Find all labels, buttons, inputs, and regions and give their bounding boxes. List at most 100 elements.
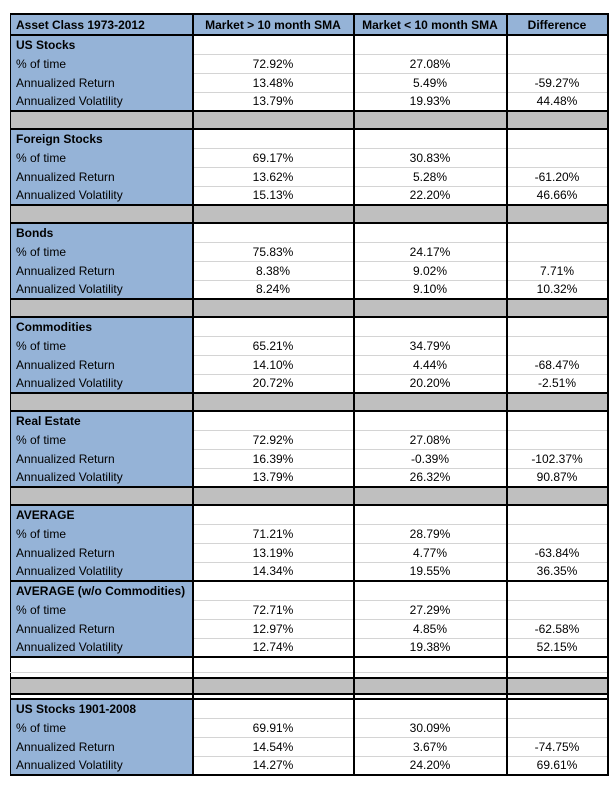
row-label-cell: Annualized Volatility [10, 280, 194, 300]
data-row: % of time 69.91% 30.09% [10, 717, 609, 737]
spacer-cell [353, 672, 508, 678]
value-cell: 16.39% [192, 448, 355, 468]
value-cell [506, 717, 609, 737]
row-label-cell: % of time [10, 54, 194, 73]
header-row: Asset Class 1973-2012 Market > 10 month … [10, 13, 609, 36]
separator-cell [10, 110, 194, 130]
data-row: % of time 72.92% 27.08% [10, 429, 609, 449]
separator-cell [506, 204, 609, 224]
value-cell: 14.27% [192, 755, 355, 776]
value-cell: 75.83% [192, 241, 355, 261]
value-cell: -102.37% [506, 448, 609, 468]
value-cell [353, 316, 508, 336]
value-cell: -59.27% [506, 72, 609, 92]
value-cell: -61.20% [506, 166, 609, 186]
value-cell [192, 128, 355, 148]
separator-cell [506, 486, 609, 506]
row-label-cell: Annualized Volatility [10, 186, 194, 206]
value-cell [192, 222, 355, 242]
spacer-cell [506, 672, 609, 678]
separator-row [10, 486, 609, 506]
value-cell: 69.17% [192, 147, 355, 167]
data-row: % of time 72.92% 27.08% [10, 53, 609, 73]
spacer-cell [353, 694, 508, 699]
section-title-cell: Bonds [10, 222, 194, 242]
data-row: Annualized Return 8.38% 9.02% 7.71% [10, 260, 609, 280]
row-label-cell: Annualized Return [10, 73, 194, 92]
row-label-cell: Annualized Return [10, 737, 194, 756]
value-cell: -68.47% [506, 354, 609, 374]
separator-cell [192, 298, 355, 318]
value-cell: 15.13% [192, 185, 355, 206]
value-cell [192, 698, 355, 718]
separator-cell [353, 110, 508, 130]
value-cell: 12.97% [192, 618, 355, 638]
data-row: Annualized Volatility 12.74% 19.38% 52.15% [10, 637, 609, 658]
separator-cell [353, 204, 508, 224]
value-cell [506, 222, 609, 242]
value-cell: 65.21% [192, 335, 355, 355]
value-cell: 10.32% [506, 279, 609, 300]
data-row: % of time 75.83% 24.17% [10, 241, 609, 261]
row-label-cell: % of time [10, 242, 194, 261]
spacer-cell [10, 672, 194, 678]
separator-row [10, 298, 609, 318]
value-cell [506, 241, 609, 261]
value-cell: 46.66% [506, 185, 609, 206]
separator-cell [353, 392, 508, 412]
value-cell [506, 504, 609, 524]
data-row: Annualized Return 13.19% 4.77% -63.84% [10, 542, 609, 562]
separator-row [10, 110, 609, 130]
row-label-cell: Annualized Volatility [10, 468, 194, 488]
value-cell [353, 504, 508, 524]
column-header-asset-class: Asset Class 1973-2012 [10, 13, 194, 36]
value-cell [353, 34, 508, 54]
row-label-cell: Annualized Return [10, 619, 194, 638]
column-header-market-below-sma: Market < 10 month SMA [353, 13, 508, 36]
value-cell: 44.48% [506, 91, 609, 112]
value-cell: 9.10% [353, 279, 508, 300]
section-title-cell: AVERAGE [10, 504, 194, 524]
row-label-cell: % of time [10, 336, 194, 355]
data-row: Annualized Return 13.62% 5.28% -61.20% [10, 166, 609, 186]
value-cell: 7.71% [506, 260, 609, 280]
separator-cell [10, 298, 194, 318]
separator-cell [10, 677, 194, 695]
value-cell: 27.08% [353, 429, 508, 449]
separator-cell [506, 110, 609, 130]
section-title-cell: Commodities [10, 316, 194, 336]
data-row: Annualized Return 14.54% 3.67% -74.75% [10, 736, 609, 756]
value-cell: 20.20% [353, 373, 508, 394]
spacer-cell [192, 672, 355, 678]
column-header-market-above-sma: Market > 10 month SMA [192, 13, 355, 36]
spacer-cell [192, 657, 355, 673]
section-title-cell: Real Estate [10, 410, 194, 430]
value-cell [192, 410, 355, 430]
value-cell: 4.77% [353, 542, 508, 562]
value-cell: 13.48% [192, 72, 355, 92]
row-label-cell: Annualized Return [10, 167, 194, 186]
value-cell [506, 34, 609, 54]
section-title-cell: Foreign Stocks [10, 128, 194, 148]
value-cell: 5.28% [353, 166, 508, 186]
value-cell: 28.79% [353, 523, 508, 543]
spacer-cell [10, 657, 194, 673]
value-cell: 20.72% [192, 373, 355, 394]
value-cell: 8.38% [192, 260, 355, 280]
value-cell: 24.20% [353, 755, 508, 776]
separator-cell [353, 677, 508, 695]
value-cell: -2.51% [506, 373, 609, 394]
separator-cell [10, 392, 194, 412]
row-label-cell: Annualized Return [10, 261, 194, 280]
value-cell: 4.44% [353, 354, 508, 374]
value-cell: 13.19% [192, 542, 355, 562]
value-cell: 19.38% [353, 637, 508, 658]
separator-cell [192, 677, 355, 695]
value-cell [506, 429, 609, 449]
value-cell: 14.54% [192, 736, 355, 756]
spacer-cell [10, 694, 194, 699]
value-cell: 34.79% [353, 335, 508, 355]
value-cell [353, 222, 508, 242]
row-label-cell: Annualized Volatility [10, 562, 194, 582]
value-cell: 8.24% [192, 279, 355, 300]
